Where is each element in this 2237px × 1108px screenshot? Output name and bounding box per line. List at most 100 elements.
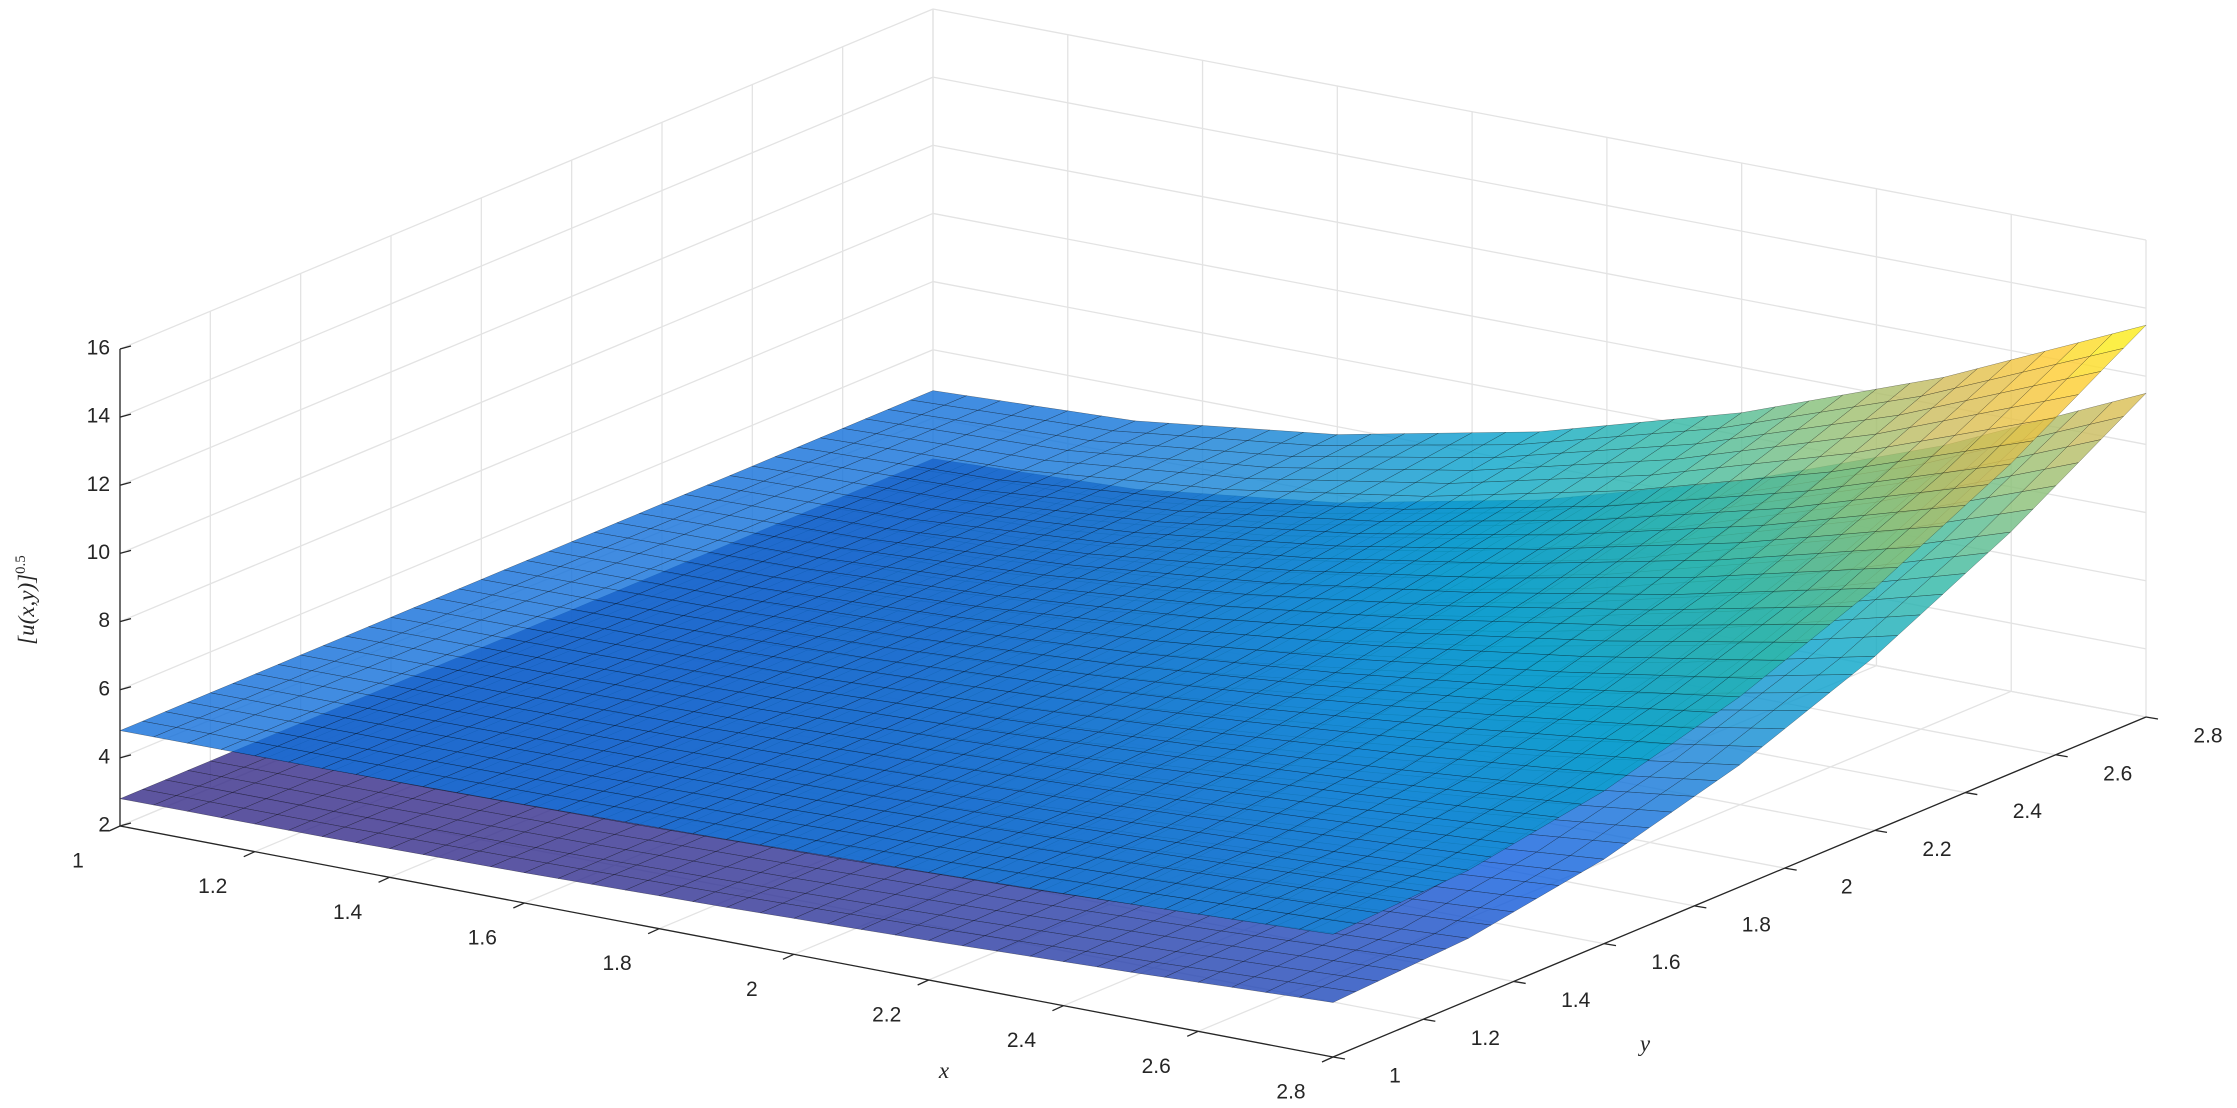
- y-tick-label: 2.8: [2193, 725, 2222, 748]
- surface-patch: [1298, 986, 1357, 1003]
- y-tick: [1513, 980, 1526, 985]
- surface-patch: [1614, 741, 1673, 760]
- y-tick-label: 1.2: [1471, 1027, 1500, 1050]
- z-tick-label: 12: [87, 473, 110, 496]
- surface-patch: [1456, 907, 1515, 926]
- x-tick-label: 2.6: [1142, 1055, 1171, 1078]
- grid-line: [119, 349, 934, 691]
- surface-patch: [1863, 614, 1921, 638]
- z-tick: [119, 822, 132, 827]
- x-tick-label: 2: [746, 978, 758, 1001]
- x-axis-line: [119, 825, 1334, 1058]
- surface-patch: [1569, 771, 1628, 792]
- x-axis-label: x: [938, 1058, 950, 1083]
- surface-patch: [1682, 763, 1741, 781]
- z-tick: [119, 617, 132, 623]
- x-tick: [917, 979, 929, 986]
- x-tick: [647, 928, 660, 935]
- z-tick-label: 14: [87, 405, 111, 428]
- surface-patch: [1750, 710, 1809, 730]
- grid-line: [119, 76, 934, 418]
- y-tick: [1874, 829, 1888, 833]
- surface-patch: [1321, 975, 1380, 993]
- y-axis-label: y: [1638, 1031, 1651, 1056]
- grid-line: [932, 144, 2147, 377]
- surface-patch: [1569, 840, 1628, 860]
- surface-patch: [2066, 416, 2125, 448]
- z-axis-label-base: [u(x,y)]: [14, 574, 39, 645]
- surface-patch: [1795, 674, 1854, 693]
- x-tick: [108, 825, 121, 832]
- y-tick-label: 2.2: [1922, 838, 1951, 861]
- surface-patch: [1366, 954, 1425, 971]
- grid-line: [119, 212, 934, 555]
- grid-line: [119, 280, 934, 623]
- y-tick: [1423, 1018, 1436, 1022]
- surface-patch: [1343, 897, 1402, 914]
- surface-patch: [1953, 531, 2012, 558]
- y-tick-label: 2.6: [2103, 762, 2132, 785]
- z-axis-label-exponent: 0.5: [13, 555, 29, 574]
- surface-patch: [1930, 484, 1989, 510]
- y-tick: [1603, 943, 1617, 947]
- surface-patch: [2043, 439, 2102, 470]
- surfaces: [119, 324, 2147, 1003]
- x-tick: [378, 876, 390, 883]
- z-tick: [119, 481, 132, 486]
- x-tick-label: 2.2: [872, 1004, 901, 1027]
- grid-line: [932, 8, 2147, 241]
- x-tick-label: 1.2: [198, 875, 227, 898]
- y-tick-label: 1.8: [1742, 913, 1771, 936]
- axes: 1 1.2 1.4 1.6 1.8 2 2.2 2.4 2.6 2.8 1 1.2 1.4 1.6 1.8 2…: [72, 337, 2222, 1104]
- x-tick-label: 1.4: [333, 901, 363, 924]
- surface-patch: [2088, 392, 2147, 425]
- surface-patch: [1930, 552, 1989, 578]
- z-tick: [119, 413, 132, 418]
- z-tick-label: 8: [98, 609, 110, 632]
- surface-patch: [1840, 635, 1899, 658]
- y-tick: [1332, 1056, 1346, 1060]
- x-tick: [1321, 1056, 1334, 1063]
- surface-patch: [1456, 839, 1515, 858]
- x-tick: [1186, 1030, 1199, 1037]
- z-tick-label: 16: [87, 337, 110, 360]
- surface-patch: [1817, 587, 1876, 608]
- x-tick-label: 1.8: [603, 952, 632, 975]
- y-tick: [2145, 716, 2159, 720]
- x-tick: [782, 953, 795, 960]
- surface-patch: [1727, 727, 1786, 748]
- y-tick-label: 1: [1389, 1065, 1401, 1088]
- y-tick-label: 2.4: [2013, 800, 2043, 823]
- surface-patch: [1479, 894, 1538, 913]
- surface-patch: [1298, 918, 1357, 935]
- x-tick-label: 1.6: [468, 927, 497, 950]
- z-tick-label: 2: [98, 814, 110, 837]
- grid-line: [932, 76, 2147, 309]
- y-tick: [2055, 754, 2068, 758]
- surface-patch: [2088, 324, 2147, 357]
- x-tick-label: 2.8: [1276, 1081, 1305, 1104]
- grid-line: [119, 8, 934, 350]
- z-tick-label: 6: [98, 677, 110, 700]
- z-axis-label: [u(x,y)]0.5: [13, 555, 39, 645]
- surface-patch: [1705, 745, 1763, 766]
- surface-patch: [1750, 641, 1809, 661]
- x-tick: [243, 851, 256, 858]
- z-tick: [119, 345, 132, 350]
- surface: [119, 324, 2147, 935]
- y-tick: [1784, 867, 1797, 871]
- surface-patch: [1614, 809, 1673, 829]
- x-tick: [513, 902, 525, 909]
- z-tick-label: 10: [87, 541, 110, 564]
- surface-patch: [1795, 605, 1854, 625]
- y-tick-label: 1.6: [1651, 951, 1680, 974]
- x-tick-label: 2.4: [1007, 1029, 1037, 1052]
- surface-patch: [2066, 347, 2125, 380]
- z-tick: [119, 686, 132, 691]
- x-tick: [1052, 1005, 1064, 1012]
- y-tick: [1965, 791, 1978, 796]
- z-tick-label: 4: [98, 745, 110, 768]
- z-tick: [119, 549, 132, 555]
